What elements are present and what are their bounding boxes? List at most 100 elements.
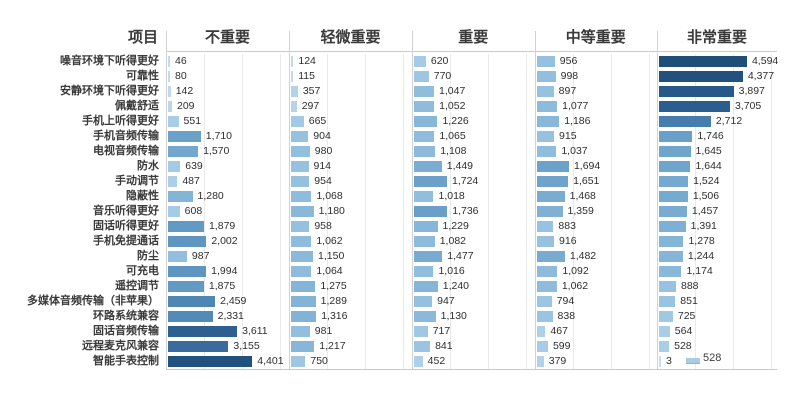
bar[interactable] [536,145,557,158]
bar[interactable] [536,160,569,173]
bar[interactable] [414,355,423,368]
bar[interactable] [659,175,689,188]
bar[interactable] [168,310,213,323]
bar[interactable] [536,100,558,113]
bar[interactable] [168,175,178,188]
bar[interactable] [414,85,435,98]
bar[interactable] [291,55,294,68]
bar[interactable] [291,160,309,173]
bar[interactable] [168,250,187,263]
bar[interactable] [414,280,438,293]
bar[interactable] [291,85,298,98]
bar[interactable] [291,130,309,143]
bar[interactable] [291,265,312,278]
bar[interactable] [659,190,688,203]
bar[interactable] [414,55,426,68]
bar[interactable] [536,235,555,248]
bar[interactable] [659,205,687,218]
bar[interactable] [291,340,315,353]
bar[interactable] [414,295,433,308]
bar[interactable] [414,190,434,203]
bar[interactable] [291,115,304,128]
bar[interactable] [659,310,673,323]
bar[interactable] [536,355,544,368]
bar[interactable] [291,175,310,188]
bar[interactable] [291,295,316,308]
bar[interactable] [414,325,428,338]
bar[interactable] [659,235,684,248]
bar[interactable] [536,220,554,233]
bar[interactable] [291,235,312,248]
bar[interactable] [659,250,683,263]
bar[interactable] [291,190,312,203]
bar[interactable] [168,145,199,158]
bar[interactable] [536,70,556,83]
bar[interactable] [536,325,546,338]
bar[interactable] [414,160,442,173]
bar[interactable] [168,115,179,128]
bar[interactable] [168,220,204,233]
bar[interactable] [536,280,557,293]
bar[interactable] [536,130,555,143]
bar[interactable] [414,340,431,353]
bar[interactable] [414,250,443,263]
bar[interactable] [414,130,435,143]
bar[interactable] [659,340,670,353]
bar[interactable] [291,325,310,338]
bar[interactable] [168,100,172,113]
bar[interactable] [414,175,447,188]
bar[interactable] [291,205,314,218]
bar[interactable] [536,340,548,353]
bar[interactable] [291,250,314,263]
bar[interactable] [168,235,207,248]
bar[interactable] [414,115,438,128]
bar[interactable] [659,100,730,113]
bar[interactable] [414,100,435,113]
bar[interactable] [659,55,747,68]
bar[interactable] [414,220,438,233]
bar[interactable] [536,310,553,323]
bar[interactable] [168,265,207,278]
bar[interactable] [659,160,691,173]
bar[interactable] [291,220,310,233]
bar[interactable] [168,280,204,293]
bar[interactable] [291,355,306,368]
bar[interactable] [659,130,693,143]
bar[interactable] [536,85,554,98]
bar[interactable] [168,160,181,173]
bar[interactable] [291,310,317,323]
bar[interactable] [168,340,229,353]
bar[interactable] [536,190,565,203]
bar[interactable] [536,295,552,308]
bar[interactable] [291,70,294,83]
bar[interactable] [414,70,429,83]
bar[interactable] [168,55,170,68]
bar[interactable] [414,310,436,323]
bar[interactable] [168,205,180,218]
bar[interactable] [536,115,560,128]
bar[interactable] [291,280,316,293]
bar[interactable] [168,190,193,203]
bar[interactable] [536,175,569,188]
bar[interactable] [536,205,563,218]
bar[interactable] [168,325,238,338]
bar[interactable] [659,295,676,308]
bar[interactable] [659,70,743,83]
bar[interactable] [536,265,558,278]
bar[interactable] [168,355,253,368]
bar[interactable] [291,100,297,113]
bar[interactable] [659,280,676,293]
bar[interactable] [168,70,170,83]
bar[interactable] [168,295,216,308]
bar[interactable] [414,235,435,248]
bar[interactable] [659,85,734,98]
bar[interactable] [414,145,436,158]
bar[interactable] [659,325,670,338]
bar[interactable] [414,265,434,278]
bar[interactable] [536,55,555,68]
bar[interactable] [659,355,661,368]
bar[interactable] [291,145,310,158]
bar[interactable] [414,205,448,218]
bar[interactable] [659,145,691,158]
bar[interactable] [659,115,711,128]
